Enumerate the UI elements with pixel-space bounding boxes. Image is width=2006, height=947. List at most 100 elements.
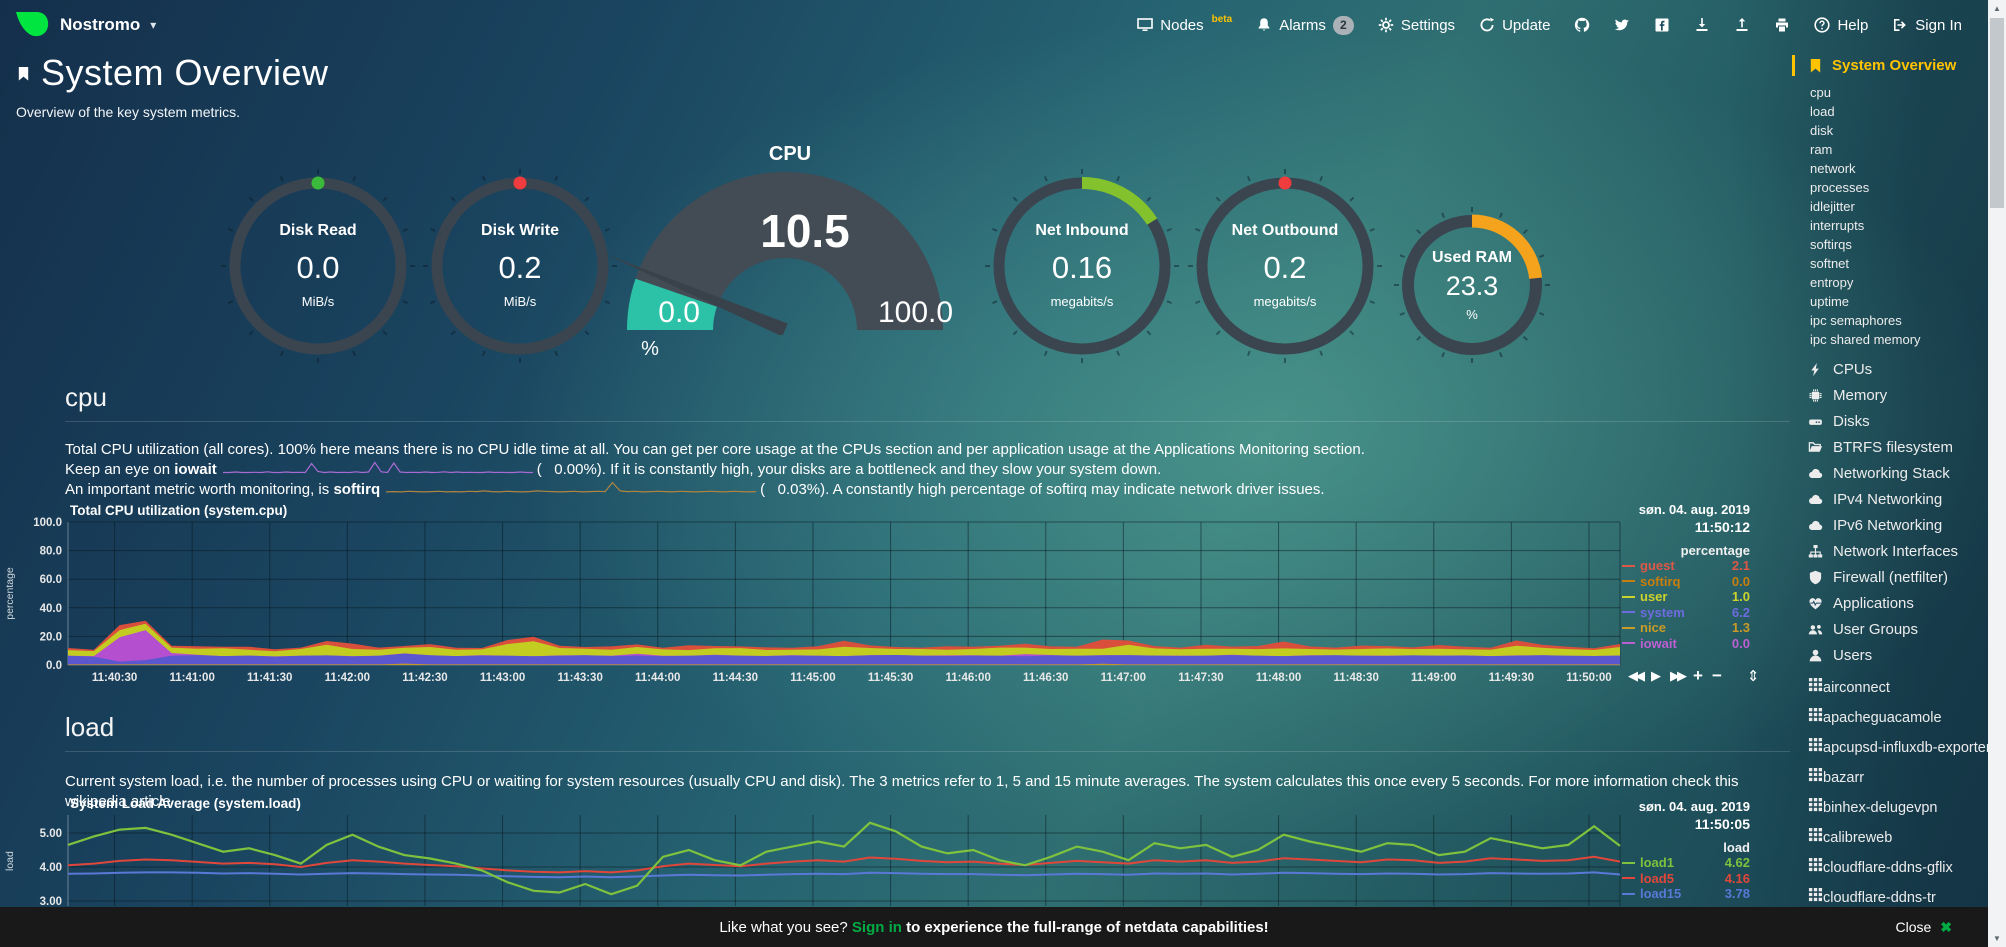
chart-time: 11:50:12 [1694,519,1750,535]
legend-row-softirq[interactable]: softirq 0.0 [1622,574,1750,590]
nav-item-signin[interactable]: Sign In [1892,17,1962,34]
svg-text:11:49:30: 11:49:30 [1489,672,1534,684]
sidebar-sub-item-interrupts[interactable]: interrupts [1810,218,1865,233]
legend-row-nice[interactable]: nice 1.3 [1622,620,1750,636]
load-average-chart[interactable]: 3.00 4.00 5.00 System Load Average (system.… [0,797,1800,907]
sidebar-sub-item-load[interactable]: load [1810,104,1835,119]
chart-units-header: load [1723,840,1750,855]
legend-row-load15[interactable]: load15 3.78 [1622,886,1750,902]
gauge-net-outbound[interactable]: Net Outbound 0.2 megabits/s [1185,166,1385,366]
sidebar-item-ipv4-networking[interactable]: IPv4 Networking [1792,491,1992,508]
sidebar-sub-item-processes[interactable]: processes [1810,180,1870,195]
nav-item-download[interactable] [1694,17,1710,33]
scrollbar-up-arrow[interactable]: ▲ [1993,4,2001,13]
sidebar-item-firewall-netfilter-[interactable]: Firewall (netfilter) [1792,569,1992,586]
gauge-disk-write[interactable]: Disk Write 0.2 MiB/s [420,166,620,366]
sidebar: System Overview cpu load disk ram network pro… [1792,55,1992,916]
sidebar-item-networking-stack[interactable]: Networking Stack [1792,465,1992,482]
svg-text:11:47:30: 11:47:30 [1178,672,1223,684]
sidebar-item-system-overview[interactable]: System Overview [1792,55,1992,76]
sidebar-sub-item-uptime[interactable]: uptime [1810,294,1850,309]
signin-link[interactable]: Sign in [851,918,902,936]
nav-item-github[interactable] [1574,17,1590,33]
sidebar-sub-item-softnet[interactable]: softnet [1810,256,1850,271]
sidebar-host-airconnect[interactable]: airconnect [1792,676,1992,697]
chart-date: søn. 04. aug. 2019 [1638,502,1750,517]
sidebar-host-cloudflare-ddns-tr[interactable]: cloudflare-ddns-tr [1792,886,1992,907]
bookmark-icon [1808,58,1823,73]
play-button[interactable]: ▶ [1651,668,1661,683]
sidebar-sub-item-ipc-semaphores[interactable]: ipc semaphores [1810,313,1902,328]
zoom-in-button[interactable]: + [1693,666,1703,685]
gauge-used-ram[interactable]: Used RAM 23.3% [1392,205,1552,365]
legend-row-load5[interactable]: load5 4.16 [1622,871,1750,887]
iowait-sparkline[interactable] [222,461,533,474]
sidebar-sub-item-ipc-shared-memory[interactable]: ipc shared memory [1810,332,1921,347]
sidebar-item-ipv6-networking[interactable]: IPv6 Networking [1792,517,1992,534]
cpu-utilization-chart[interactable]: 11:40:30 11:41:00 11:41:30 11:42:00 11:42:30… [0,500,1800,692]
svg-text:11:40:30: 11:40:30 [92,672,137,684]
sidebar-sub-item-disk[interactable]: disk [1810,123,1834,138]
grid-icon [1808,856,1823,872]
sidebar-host-apcupsd-influxdb-exporter[interactable]: apcupsd-influxdb-exporter [1792,736,1992,757]
scrollbar-thumb[interactable] [1990,18,2004,208]
sidebar-item-network-interfaces[interactable]: Network Interfaces [1792,543,1992,560]
softirq-sparkline[interactable] [386,481,757,494]
resize-handle[interactable]: ⇕ [1746,668,1760,685]
svg-text:11:46:00: 11:46:00 [945,672,990,684]
legend-row-iowait[interactable]: iowait 0.0 [1622,636,1750,652]
gauge-disk-read[interactable]: Disk Read 0.0 MiB/s [218,166,418,366]
sidebar-item-btrfs-filesystem[interactable]: BTRFS filesystem [1792,439,1992,456]
gauge-title: Disk Write [481,222,559,239]
svg-text:11:43:30: 11:43:30 [557,672,602,684]
gauge-net-inbound[interactable]: Net Inbound 0.16 megabits/s [982,166,1182,366]
cpu-gauge[interactable] [600,160,980,335]
microchip-icon [1808,387,1823,402]
legend-row-guest[interactable]: guest 2.1 [1622,558,1750,574]
sidebar-sub-item-entropy[interactable]: entropy [1810,275,1854,290]
users-icon [1808,621,1823,636]
nav-item-settings[interactable]: Settings [1378,17,1455,34]
nav-item-facebook[interactable] [1654,17,1670,33]
close-icon[interactable]: ✖ [1940,918,1952,935]
legend-row-load1[interactable]: load1 4.62 [1622,855,1750,871]
sidebar-item-disks[interactable]: Disks [1792,413,1992,430]
pan-backward-button[interactable]: ◀◀ [1628,668,1645,683]
sidebar-item-users[interactable]: Users [1792,647,1992,664]
legend-row-user[interactable]: user 1.0 [1622,589,1750,605]
nav-item-twitter[interactable] [1614,17,1630,33]
nav-item-update[interactable]: Update [1479,17,1550,34]
sidebar-sub-item-ram[interactable]: ram [1810,142,1833,157]
pan-forward-button[interactable]: ▶▶ [1670,668,1687,683]
legend-row-system[interactable]: system 6.2 [1622,605,1750,621]
zoom-out-button[interactable]: − [1711,666,1722,685]
banner-close[interactable]: Close ✖ [1895,918,1952,936]
sidebar-sub-item-softirqs[interactable]: softirqs [1810,237,1852,252]
svg-text:System Load Average (system.lo: System Load Average (system.load) [70,797,301,811]
nav-item-print[interactable] [1774,17,1790,33]
sidebar-item-user-groups[interactable]: User Groups [1792,621,1992,638]
nav-item-help[interactable]: Help [1814,17,1868,34]
nav-item-nodes[interactable]: Nodes beta [1137,14,1232,34]
nav-item-alarms[interactable]: Alarms 2 [1256,15,1354,35]
scrollbar-down-arrow[interactable]: ▼ [1993,934,2001,943]
legend-swatch [1622,642,1635,645]
sidebar-host-cloudflare-ddns-gflix[interactable]: cloudflare-ddns-gflix [1792,856,1992,877]
sidebar-item-memory[interactable]: Memory [1792,387,1992,404]
svg-text:11:42:00: 11:42:00 [325,672,370,684]
svg-text:11:48:30: 11:48:30 [1333,672,1378,684]
sidebar-host-bazarr[interactable]: bazarr [1792,766,1992,787]
sidebar-host-apacheguacamole[interactable]: apacheguacamole [1792,706,1992,727]
sidebar-host-calibreweb[interactable]: calibreweb [1792,826,1992,847]
sidebar-item-cpus[interactable]: CPUs [1792,361,1992,378]
node-selector[interactable]: Nostromo ▾ [14,10,156,41]
cloud-icon [1808,491,1823,506]
nav-item-upload[interactable] [1734,17,1750,33]
sidebar-sub-item-idlejitter[interactable]: idlejitter [1810,199,1855,214]
sidebar-host-binhex-delugevpn[interactable]: binhex-delugevpn [1792,796,1992,817]
sidebar-sub-item-network[interactable]: network [1810,161,1856,176]
sidebar-sub-item-cpu[interactable]: cpu [1810,85,1831,100]
svg-text:40.0: 40.0 [40,603,62,615]
page-scrollbar[interactable]: ▲ ▼ [1988,0,2006,947]
sidebar-item-applications[interactable]: Applications [1792,595,1992,612]
